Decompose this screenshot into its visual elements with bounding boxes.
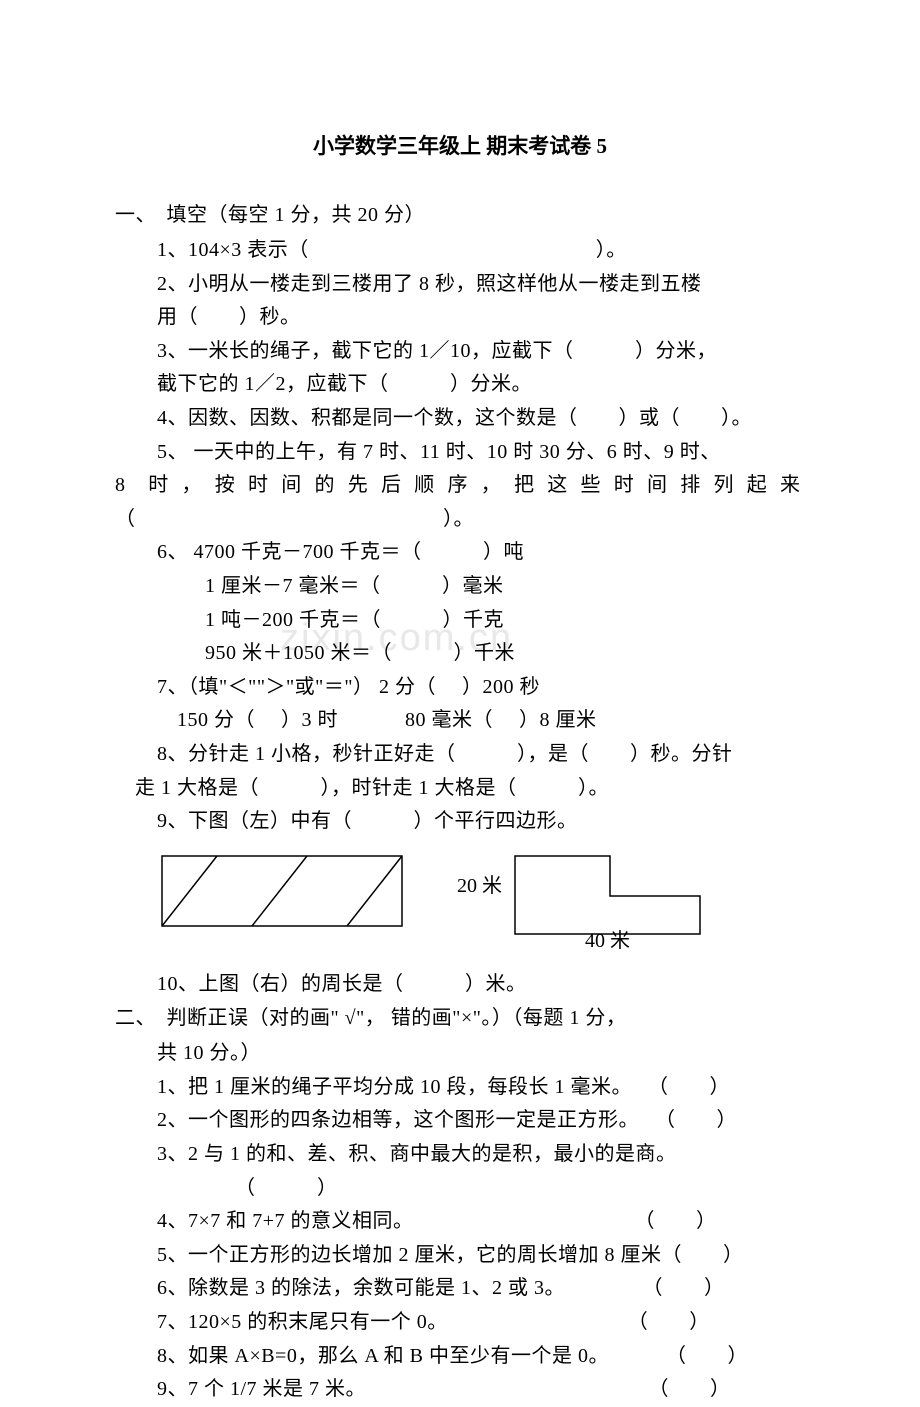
q1-2b: 用（ ）秒。 xyxy=(115,301,805,335)
q1-6c: 1 吨－200 千克＝（ ）千克 xyxy=(115,604,805,638)
section2-header: 二、 判断正误（对的画" √"， 错的画"×"。）（每题 1 分， xyxy=(115,1001,805,1035)
q2-8: 8、如果 A×B=0，那么 A 和 B 中至少有一个是 0。 （ ） xyxy=(115,1340,805,1374)
q2-4: 4、7×7 和 7+7 的意义相同。 （ ） xyxy=(115,1205,805,1239)
q1-5b: 8 时，按时间的先后顺序，把这些时间排列起来 xyxy=(115,469,805,503)
q1-6a: 6、 4700 千克－700 千克＝（ ）吨 xyxy=(115,536,805,570)
q1-5a: 5、 一天中的上午，有 7 时、11 时、10 时 30 分、6 时、9 时、 xyxy=(115,436,805,470)
page-title: 小学数学三年级上 期末考试卷 5 xyxy=(115,130,805,160)
q2-9: 9、7 个 1/7 米是 7 米。 （ ） xyxy=(115,1373,805,1407)
q1-10: 10、上图（右）的周长是（ ）米。 xyxy=(115,968,805,1002)
q2-2: 2、一个图形的四条边相等，这个图形一定是正方形。 （ ） xyxy=(115,1104,805,1138)
q1-3a: 3、一米长的绳子，截下它的 1／10，应截下（ ）分米， xyxy=(115,335,805,369)
q2-7: 7、120×5 的积末尾只有一个 0。 （ ） xyxy=(115,1306,805,1340)
q1-2a: 2、小明从一楼走到三楼用了 8 秒，照这样他从一楼走到五楼 xyxy=(115,268,805,302)
q2-1: 1、把 1 厘米的绳子平均分成 10 段，每段长 1 毫米。 （ ） xyxy=(115,1071,805,1105)
q1-6b: 1 厘米－7 毫米＝（ ）毫米 xyxy=(115,570,805,604)
q1-7b: 150 分（ ）3 时 80 毫米（ ）8 厘米 xyxy=(115,704,805,738)
q1-7a: 7、（填"＜""＞"或"＝"） 2 分（ ）200 秒 xyxy=(115,671,805,705)
document-content: 小学数学三年级上 期末考试卷 5 一、 填空（每空 1 分，共 20 分） 1、… xyxy=(115,130,805,1407)
q1-6d: 950 米＋1050 米＝（ ）千米 xyxy=(115,637,805,671)
q1-4: 4、因数、因数、积都是同一个数，这个数是（ ）或（ ）。 xyxy=(115,402,805,436)
section2-header2: 共 10 分。） xyxy=(115,1037,805,1071)
q2-3b: （ ） xyxy=(115,1172,805,1206)
q1-8a: 8、分针走 1 小格，秒针正好走（ ），是（ ）秒。分针 xyxy=(115,738,805,772)
q2-5: 5、一个正方形的边长增加 2 厘米，它的周长增加 8 厘米（ ） xyxy=(115,1239,805,1273)
q1-1: 1、104×3 表示（ ）。 xyxy=(115,234,805,268)
q1-5c: （ ）。 xyxy=(115,503,805,537)
label-20m: 20 米 xyxy=(457,869,502,898)
q1-9: 9、下图（左）中有（ ）个平行四边形。 xyxy=(115,805,805,839)
q2-3a: 3、2 与 1 的和、差、积、商中最大的是积，最小的是商。 xyxy=(115,1138,805,1172)
section1-header: 一、 填空（每空 1 分，共 20 分） xyxy=(115,198,805,232)
parallelogram-diagram xyxy=(157,854,407,929)
q2-6: 6、除数是 3 的除法，余数可能是 1、2 或 3。 （ ） xyxy=(115,1272,805,1306)
q1-3b: 截下它的 1／2，应截下（ ）分米。 xyxy=(115,368,805,402)
q1-8b: 走 1 大格是（ ），时针走 1 大格是（ ）。 xyxy=(115,772,805,806)
